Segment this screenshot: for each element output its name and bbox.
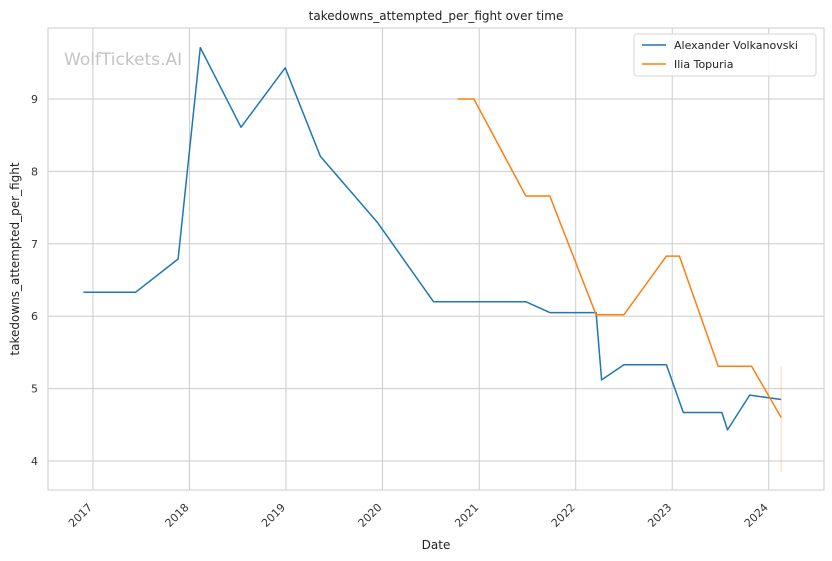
- legend: Alexander Volkanovski Ilia Topuria: [633, 33, 817, 77]
- series-line-0: [83, 46, 782, 431]
- plot-frame: [47, 27, 825, 491]
- x-axis-ticks: 2017 2018 2019 2020 2021 2022 2023 2024: [66, 501, 771, 530]
- watermark: WolfTickets.AI: [64, 50, 182, 70]
- y-tick-label: 8: [31, 165, 38, 178]
- y-axis-ticks: 4 5 6 7 8 9: [31, 93, 38, 468]
- x-tick-label: 2020: [356, 501, 385, 530]
- y-tick-label: 5: [31, 383, 38, 396]
- chart-title: takedowns_attempted_per_fight over time: [309, 9, 564, 23]
- x-tick-label: 2018: [163, 501, 192, 530]
- x-tick-label: 2024: [742, 501, 771, 530]
- x-tick-label: 2022: [549, 501, 578, 530]
- legend-label-volkanovski: Alexander Volkanovski: [674, 39, 798, 52]
- legend-label-topuria: Ilia Topuria: [674, 58, 733, 71]
- legend-box: [633, 33, 817, 77]
- plot-background: [48, 28, 824, 490]
- y-tick-label: 9: [31, 93, 38, 106]
- x-tick-label: 2021: [452, 501, 481, 530]
- y-tick-label: 7: [31, 238, 38, 251]
- series-line-1: [457, 98, 782, 418]
- x-tick-label: 2017: [66, 501, 95, 530]
- y-tick-label: 4: [31, 455, 38, 468]
- x-tick-label: 2023: [645, 501, 674, 530]
- series-lines: [83, 46, 782, 472]
- y-axis-title: takedowns_attempted_per_fight: [8, 162, 22, 355]
- x-tick-label: 2019: [259, 501, 288, 530]
- grid: [48, 28, 824, 490]
- y-tick-label: 6: [31, 310, 38, 323]
- x-axis-title: Date: [422, 538, 451, 552]
